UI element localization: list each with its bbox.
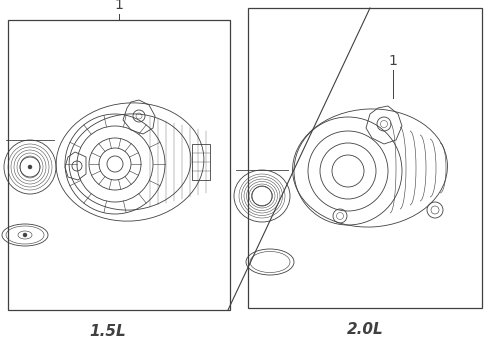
Text: 1.5L: 1.5L <box>90 324 126 339</box>
Circle shape <box>28 165 32 169</box>
Circle shape <box>23 233 27 237</box>
Text: 1: 1 <box>389 54 397 68</box>
Bar <box>248 8 482 308</box>
Text: 2.0L: 2.0L <box>346 322 383 337</box>
Bar <box>192 144 210 180</box>
Bar <box>8 20 230 310</box>
Text: 1: 1 <box>115 0 123 12</box>
